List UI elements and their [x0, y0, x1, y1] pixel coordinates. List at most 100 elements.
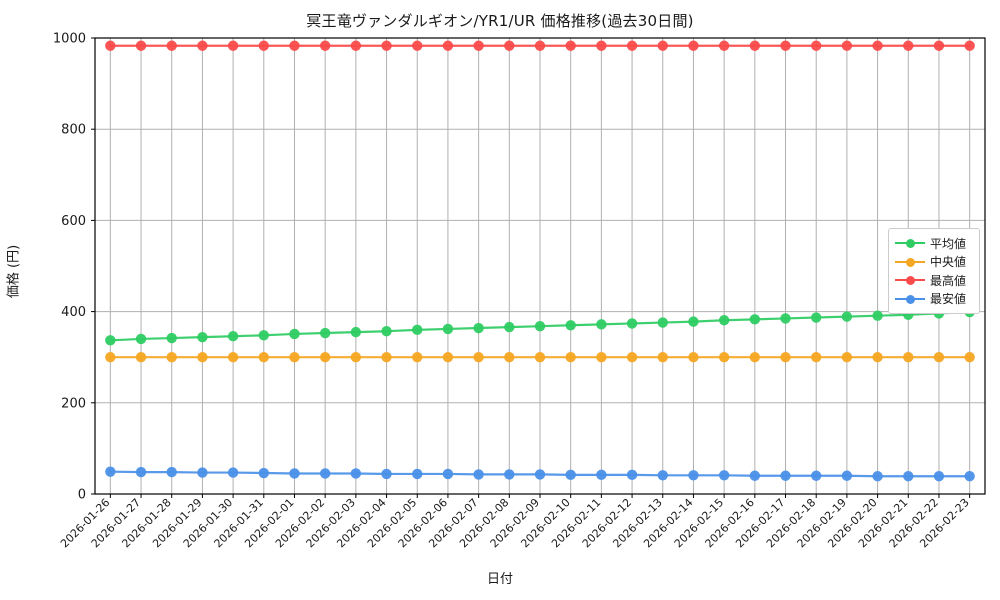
data-point	[718, 470, 730, 481]
data-point	[811, 352, 822, 363]
data-point	[872, 40, 883, 51]
legend-item-label: 平均値	[930, 236, 967, 251]
data-point	[135, 466, 147, 478]
data-point	[350, 40, 362, 51]
data-point	[442, 468, 454, 480]
data-point	[596, 469, 607, 481]
data-point	[412, 40, 423, 51]
data-point	[626, 469, 638, 481]
y-tick-label: 600	[61, 214, 86, 229]
data-point	[197, 467, 208, 478]
data-point	[811, 312, 822, 323]
data-point	[319, 352, 331, 363]
y-axis-label: 価格 (円)	[6, 244, 22, 299]
data-point	[964, 471, 975, 482]
data-point	[166, 466, 177, 478]
legend-item-2: 最高値	[895, 271, 973, 289]
data-point	[565, 352, 576, 363]
data-point	[135, 333, 147, 345]
data-point	[903, 40, 914, 51]
data-point	[872, 352, 883, 363]
data-point	[534, 40, 546, 51]
data-point	[688, 316, 699, 327]
data-point	[841, 352, 853, 363]
data-point	[841, 470, 853, 481]
data-point	[688, 470, 699, 481]
data-point	[688, 40, 699, 51]
data-point	[780, 313, 791, 324]
data-point	[258, 40, 269, 51]
chart-title: 冥王竜ヴァンダルギオン/YR1/UR 価格推移(過去30日間)	[306, 12, 694, 30]
legend-swatch-icon	[895, 236, 925, 250]
data-point	[289, 352, 300, 363]
data-point	[319, 468, 331, 479]
data-point	[657, 352, 668, 363]
data-point	[197, 331, 208, 343]
y-tick-label: 1000	[53, 32, 86, 47]
data-point	[504, 352, 515, 363]
data-point	[105, 352, 116, 363]
data-point	[350, 326, 362, 338]
data-point	[596, 352, 607, 363]
data-point	[626, 352, 638, 363]
data-point	[442, 40, 454, 51]
data-point	[473, 469, 484, 480]
data-point	[872, 471, 883, 482]
data-point	[227, 331, 239, 342]
data-point	[811, 40, 822, 51]
data-point	[718, 315, 730, 326]
y-tick-label: 0	[78, 488, 86, 503]
data-point	[319, 40, 331, 51]
data-point	[197, 40, 208, 51]
data-point	[688, 352, 699, 363]
data-point	[780, 470, 791, 481]
data-point	[749, 40, 761, 51]
legend-swatch-icon	[895, 273, 925, 287]
data-point	[504, 321, 515, 333]
data-point	[872, 310, 883, 321]
data-point	[596, 319, 607, 330]
data-point	[626, 318, 638, 329]
data-point	[626, 40, 638, 51]
legend-item-label: 最高値	[930, 273, 967, 288]
legend-item-3: 最安値	[895, 290, 973, 308]
data-point	[780, 40, 791, 51]
data-point	[227, 467, 239, 478]
data-point	[565, 469, 576, 481]
data-point	[197, 352, 208, 363]
legend-marker-icon	[906, 257, 915, 267]
data-point	[166, 332, 177, 344]
data-point	[258, 352, 269, 363]
data-point	[811, 470, 822, 481]
data-point	[534, 469, 546, 480]
data-point	[442, 323, 454, 335]
legend-swatch-icon	[895, 255, 925, 269]
data-point	[227, 352, 239, 363]
data-point	[504, 469, 515, 480]
legend-item-0: 平均値	[895, 234, 973, 252]
data-point	[565, 40, 576, 51]
data-point	[933, 352, 945, 363]
data-point	[964, 40, 975, 51]
data-point	[227, 40, 239, 51]
data-point	[749, 470, 761, 481]
data-point	[258, 330, 269, 341]
data-point	[473, 322, 484, 334]
data-point	[381, 40, 392, 51]
data-point	[903, 471, 914, 482]
data-point	[841, 40, 853, 51]
data-point	[412, 468, 423, 480]
data-point	[381, 468, 392, 480]
data-point	[749, 314, 761, 325]
data-point	[105, 466, 116, 477]
x-axis-label: 日付	[486, 572, 513, 587]
plot-spines	[94, 37, 986, 495]
legend-item-1: 中央値	[895, 253, 973, 271]
data-point	[534, 320, 546, 332]
legend-item-label: 最安値	[930, 292, 967, 307]
data-point	[473, 40, 484, 51]
data-point	[105, 40, 116, 51]
data-point	[381, 326, 392, 337]
